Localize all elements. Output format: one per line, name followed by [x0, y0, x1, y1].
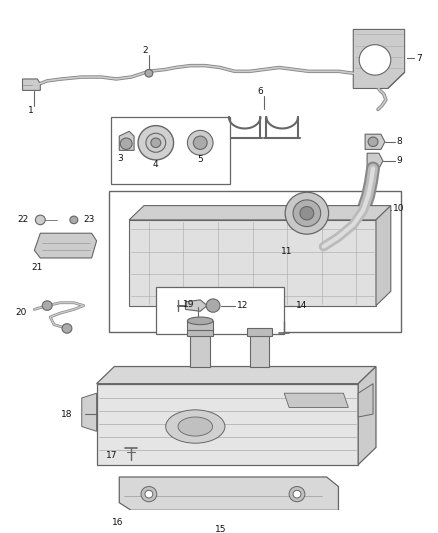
Circle shape [285, 192, 328, 234]
Text: 18: 18 [61, 410, 73, 418]
Circle shape [151, 138, 161, 148]
Text: 21: 21 [32, 263, 43, 272]
Polygon shape [22, 79, 40, 91]
Circle shape [300, 207, 314, 220]
Text: 1: 1 [28, 106, 33, 115]
Polygon shape [185, 300, 207, 311]
Text: 6: 6 [258, 87, 263, 96]
Bar [247, 328, 272, 336]
Polygon shape [96, 367, 376, 384]
Polygon shape [353, 29, 405, 88]
Circle shape [293, 200, 321, 227]
Bar [187, 328, 213, 336]
Ellipse shape [187, 317, 213, 325]
Text: 4: 4 [153, 160, 159, 169]
Circle shape [193, 136, 207, 149]
Polygon shape [129, 206, 391, 220]
Circle shape [42, 301, 52, 310]
Polygon shape [358, 384, 373, 417]
Text: 7: 7 [417, 53, 422, 62]
Circle shape [70, 216, 78, 224]
Ellipse shape [178, 417, 212, 436]
Text: 10: 10 [393, 204, 404, 213]
Text: 17: 17 [106, 450, 117, 459]
Text: 16: 16 [112, 518, 123, 527]
Ellipse shape [166, 410, 225, 443]
Polygon shape [358, 367, 376, 465]
Bar [187, 321, 213, 330]
Bar [156, 287, 284, 334]
Circle shape [35, 215, 45, 224]
Polygon shape [129, 220, 376, 305]
Circle shape [187, 131, 213, 155]
Polygon shape [34, 233, 96, 258]
Circle shape [120, 138, 132, 149]
Circle shape [359, 45, 391, 75]
Text: 19: 19 [183, 300, 194, 309]
Polygon shape [119, 131, 134, 150]
Polygon shape [119, 477, 339, 510]
Circle shape [146, 133, 166, 152]
Circle shape [62, 324, 72, 333]
Text: 9: 9 [397, 156, 403, 165]
Circle shape [293, 490, 301, 498]
Bar [110, 191, 401, 332]
Text: 22: 22 [17, 215, 28, 224]
Circle shape [145, 69, 153, 77]
Text: 14: 14 [296, 301, 307, 310]
Polygon shape [314, 237, 336, 253]
Text: 20: 20 [15, 308, 26, 317]
Text: 15: 15 [215, 525, 227, 533]
Circle shape [138, 126, 173, 160]
Polygon shape [82, 393, 96, 431]
Polygon shape [365, 134, 385, 149]
Text: 23: 23 [84, 215, 95, 224]
Polygon shape [376, 206, 391, 305]
Text: 12: 12 [237, 301, 248, 310]
Bar [111, 117, 230, 184]
Polygon shape [284, 393, 348, 408]
Circle shape [141, 487, 157, 502]
Circle shape [206, 299, 220, 312]
Circle shape [368, 137, 378, 147]
Bar [191, 333, 210, 367]
Polygon shape [96, 384, 358, 465]
Text: 5: 5 [198, 156, 203, 164]
Text: 11: 11 [281, 247, 292, 256]
Text: 8: 8 [397, 138, 403, 146]
Circle shape [289, 487, 305, 502]
Circle shape [145, 490, 153, 498]
Bar [250, 333, 269, 367]
Text: 3: 3 [117, 155, 123, 164]
Polygon shape [367, 153, 383, 168]
Text: 2: 2 [142, 46, 148, 55]
